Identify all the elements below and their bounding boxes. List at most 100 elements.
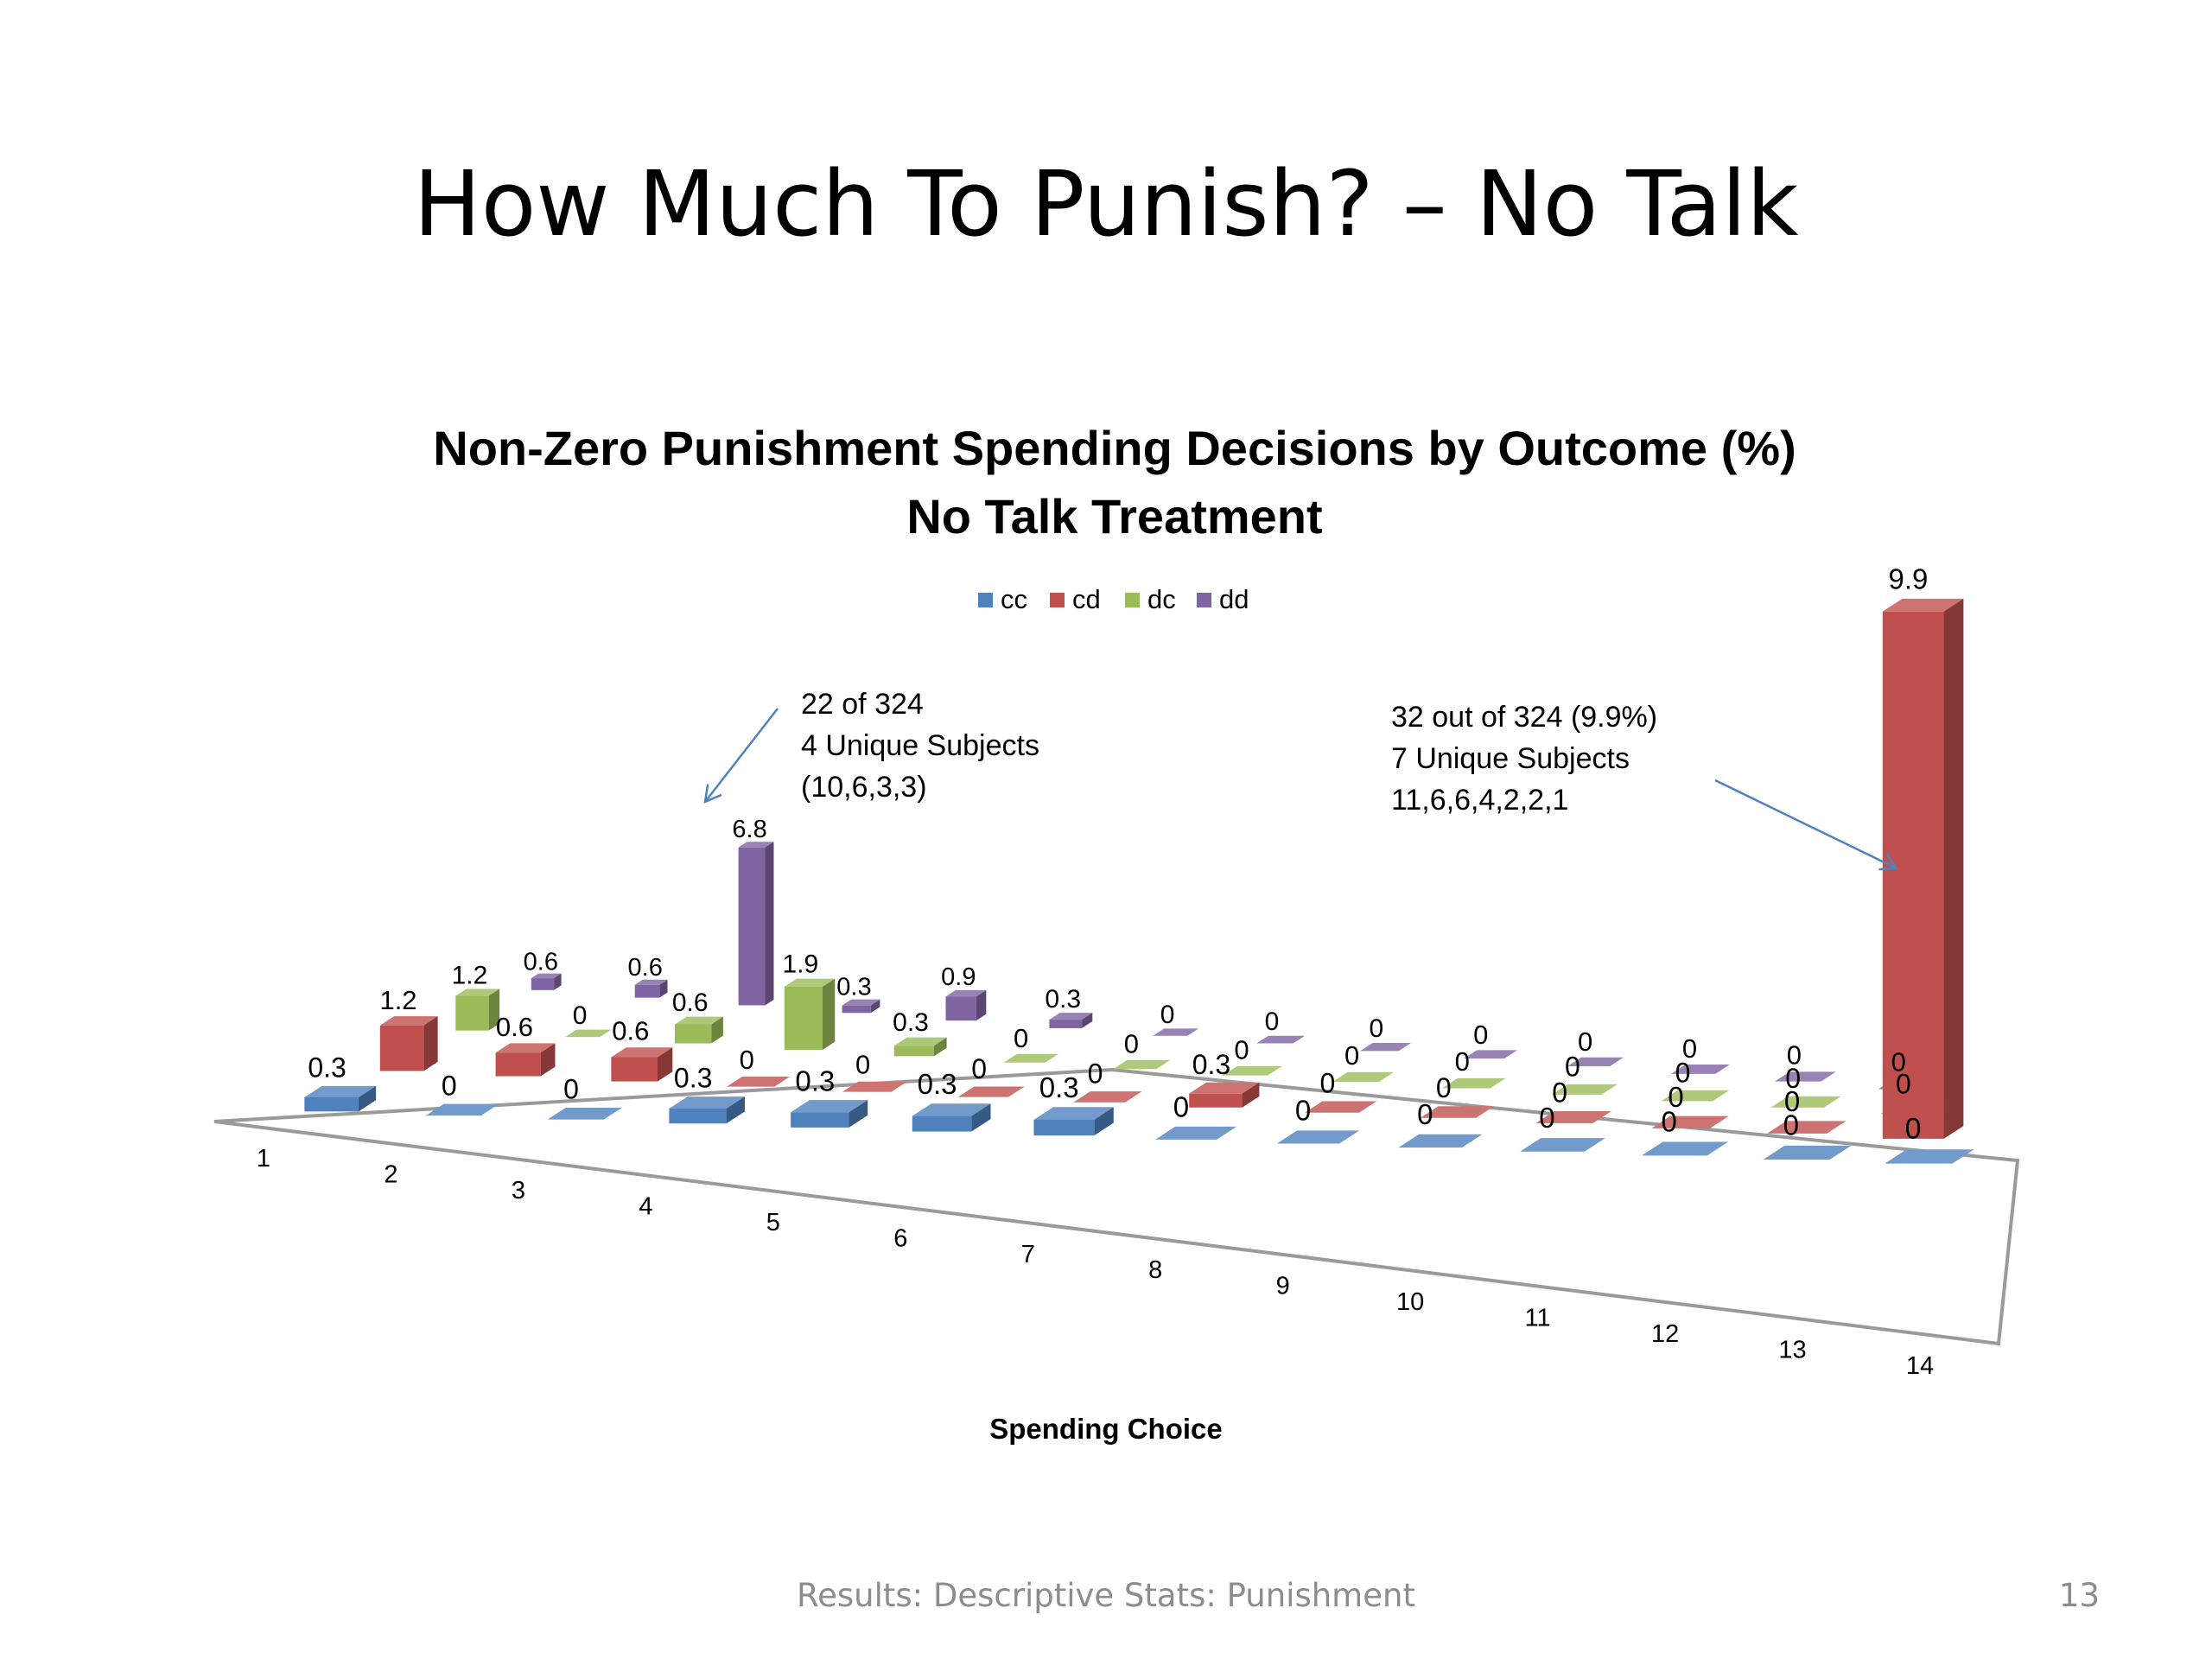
bar-cd-8 — [1189, 1082, 1260, 1108]
bar-dd-9 — [1360, 1043, 1412, 1052]
bar-top — [957, 1086, 1025, 1097]
bar-top — [1155, 1126, 1237, 1140]
bar-top — [1670, 1065, 1730, 1074]
annotation-text: (10,6,3,3) — [801, 771, 927, 804]
bar-dc-6 — [1003, 1053, 1059, 1063]
data-label-dc-7: 0 — [1124, 1029, 1139, 1059]
bar-cc-6 — [912, 1103, 991, 1132]
bar-top — [912, 1103, 991, 1116]
bar-top — [1073, 1091, 1142, 1103]
bar-side — [554, 973, 562, 990]
bar-cd-2 — [495, 1043, 556, 1077]
bar-top — [1551, 1084, 1618, 1095]
data-label-cc-4: 0.3 — [674, 1062, 712, 1093]
legend-swatch — [1125, 593, 1140, 607]
data-label-cc-3: 0 — [563, 1073, 579, 1104]
data-label-cc-2: 0 — [442, 1070, 457, 1101]
bar-dc-9 — [1332, 1071, 1395, 1083]
data-label-dd-7: 0 — [1160, 1001, 1175, 1029]
data-label-cc-5: 0.3 — [795, 1065, 835, 1096]
bar-top — [842, 999, 880, 1006]
data-label-cd-14: 9.9 — [1889, 563, 1929, 594]
data-label-cd-11: 0 — [1552, 1077, 1567, 1108]
bar-top — [634, 979, 668, 985]
bar-cd-1 — [379, 1016, 438, 1071]
bar-cc-7 — [1033, 1107, 1114, 1136]
bar-cc-5 — [791, 1100, 868, 1128]
data-label-dc-6: 0 — [1014, 1023, 1028, 1053]
bar-top — [1767, 1121, 1847, 1134]
legend-label: cd — [1072, 584, 1101, 614]
x-tick-label: 4 — [639, 1192, 652, 1220]
data-label-cd-4: 0 — [740, 1045, 754, 1075]
bar-dd-8 — [1256, 1035, 1306, 1044]
bar-top — [1763, 1145, 1852, 1160]
bar-cc-13 — [1763, 1145, 1852, 1160]
bar-dc-4 — [784, 978, 836, 1050]
data-label-cd-1: 1.2 — [379, 985, 416, 1015]
bar-dc-7 — [1113, 1059, 1171, 1070]
bar-cc-10 — [1398, 1134, 1483, 1148]
bar-top — [1113, 1059, 1171, 1070]
x-tick-label: 1 — [257, 1145, 270, 1173]
bar-front — [1882, 611, 1944, 1139]
bar-cc-8 — [1155, 1126, 1237, 1140]
data-label-dc-14: 0 — [1896, 1069, 1911, 1100]
bar-dc-8 — [1223, 1065, 1282, 1076]
data-label-cd-2: 0.6 — [496, 1012, 533, 1042]
bar-top — [1885, 1149, 1974, 1164]
slide-number: 13 — [2058, 1577, 2100, 1614]
legend-label: dd — [1219, 584, 1249, 614]
bar-top — [1774, 1071, 1836, 1082]
bar-cd-3 — [611, 1047, 673, 1082]
bar-cd-12 — [1651, 1116, 1729, 1128]
bar-top — [1651, 1116, 1729, 1128]
bar-top — [1049, 1013, 1093, 1020]
bar-top — [304, 1085, 377, 1097]
x-tick-label: 10 — [1396, 1288, 1424, 1316]
bar-front — [945, 996, 976, 1021]
bar-side — [358, 1085, 377, 1112]
data-label-dd-4: 0.3 — [836, 973, 871, 1001]
bar-dd-10 — [1464, 1050, 1518, 1059]
bar-top — [547, 1107, 622, 1120]
bar-cc-2 — [426, 1103, 499, 1116]
bar-cd-6 — [957, 1086, 1025, 1097]
x-tick-label: 13 — [1778, 1337, 1806, 1364]
data-label-cd-8: 0.3 — [1192, 1049, 1230, 1080]
bar-dd-5 — [945, 989, 987, 1021]
bar-front — [379, 1025, 424, 1071]
chart-title: Non-Zero Punishment Spending Decisions b… — [433, 421, 1796, 475]
bar-dc-1 — [455, 988, 500, 1031]
data-label-cc-6: 0.3 — [918, 1068, 957, 1100]
legend-swatch — [1050, 593, 1065, 607]
data-label-dd-14: 0 — [1891, 1047, 1906, 1077]
bar-cd-13 — [1767, 1121, 1847, 1134]
bar-front — [669, 1108, 727, 1124]
bar-top — [426, 1103, 499, 1116]
bar-top — [1661, 1090, 1730, 1102]
bar-side — [849, 1100, 868, 1128]
data-label-dd-12: 0 — [1682, 1033, 1697, 1064]
bar-front — [634, 984, 660, 998]
bar-side — [657, 1047, 673, 1082]
bar-dc-5 — [893, 1037, 947, 1057]
data-label-dd-3: 6.8 — [732, 816, 766, 843]
bar-cc-11 — [1520, 1138, 1605, 1152]
bar-side — [1082, 1013, 1093, 1028]
bar-dd-3 — [738, 842, 774, 1006]
bar-dd-2 — [634, 979, 668, 998]
slide-title: How Much To Punish? – No Talk — [413, 151, 1799, 257]
bar-front — [912, 1116, 972, 1132]
bar-dc-12 — [1661, 1090, 1730, 1102]
bar-top — [791, 1100, 868, 1113]
slide-footer: Results: Descriptive Stats: Punishment — [797, 1577, 1415, 1614]
bar-front — [1189, 1093, 1243, 1108]
data-label-dd-11: 0 — [1578, 1027, 1592, 1057]
bar-cc-12 — [1641, 1141, 1729, 1156]
bar-front — [842, 1005, 871, 1014]
bar-front — [675, 1024, 712, 1044]
legend-label: dc — [1147, 584, 1176, 614]
bar-side — [765, 842, 774, 1006]
bar-side — [971, 1103, 991, 1132]
